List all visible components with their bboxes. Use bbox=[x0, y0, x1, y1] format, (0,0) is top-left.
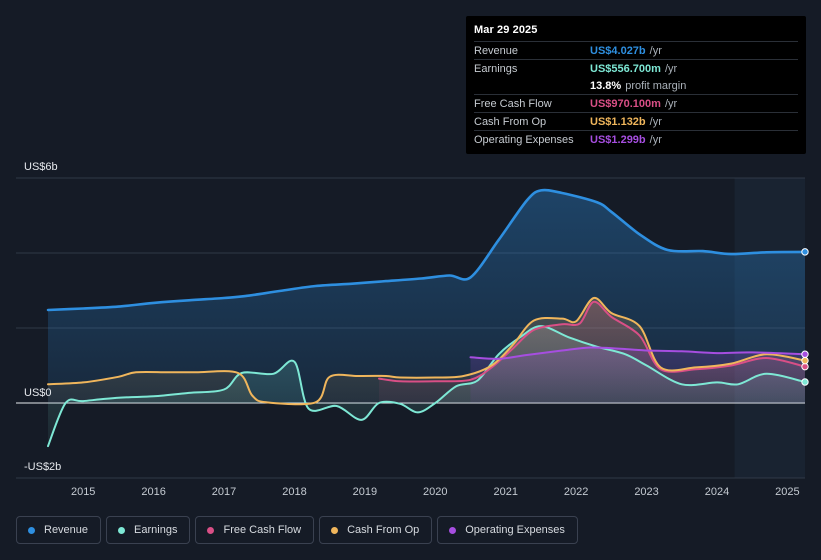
legend-label: Revenue bbox=[44, 524, 89, 536]
earnings-line bbox=[47, 325, 806, 448]
tooltip-row: 13.8% profit margin bbox=[474, 77, 798, 94]
tooltip-date: Mar 29 2025 bbox=[474, 24, 538, 36]
x-tick-label: 2016 bbox=[141, 486, 165, 498]
tooltip-row-label: Operating Expenses bbox=[474, 133, 574, 146]
x-tick-label: 2018 bbox=[282, 486, 306, 498]
series-lines bbox=[46, 188, 807, 448]
series-areas bbox=[48, 190, 805, 447]
tooltip-row-label: Cash From Op bbox=[474, 115, 547, 128]
legend-item-operating-expenses[interactable]: Operating Expenses bbox=[437, 516, 578, 544]
y-tick-label-top: US$6b bbox=[24, 161, 58, 173]
tooltip-row-unit: /yr bbox=[664, 97, 678, 110]
tooltip-rows: Revenue US$4.027b/yr Earnings US$556.700m/y… bbox=[474, 41, 798, 148]
legend-label: Cash From Op bbox=[347, 524, 420, 536]
tooltip-row-unit: /yr bbox=[664, 62, 678, 75]
x-tick-label: 2025 bbox=[775, 486, 799, 498]
tooltip-row-value: US$1.299b bbox=[590, 133, 646, 146]
fcf-endpoint bbox=[801, 362, 809, 371]
opex-area bbox=[470, 347, 805, 403]
tooltip-row-value: US$1.132b bbox=[590, 115, 646, 128]
x-axis-labels: 2015 2016 2017 2018 2019 2020 2021 2022 2023 2024… bbox=[71, 486, 800, 498]
axis-labels: US$6b US$0 -US$2b bbox=[24, 161, 61, 473]
tooltip-row-value: US$970.100m bbox=[590, 97, 661, 110]
x-tick-label: 2024 bbox=[705, 486, 729, 498]
legend-label: Operating Expenses bbox=[465, 524, 565, 536]
legend-dot-icon bbox=[28, 526, 35, 534]
opex-endpoint bbox=[801, 350, 809, 358]
legend-label: Free Cash Flow bbox=[223, 524, 302, 536]
tooltip-row-value: US$556.700m bbox=[590, 62, 661, 75]
tooltip-row: Cash From Op US$1.132b/yr bbox=[474, 112, 798, 130]
tooltip-row-unit: /yr bbox=[649, 133, 662, 146]
legend-item-revenue[interactable]: Revenue bbox=[16, 516, 102, 544]
tooltip-row: Operating Expenses US$1.299b/yr bbox=[474, 130, 798, 148]
x-tick-label: 2015 bbox=[71, 486, 95, 498]
legend-dot-icon bbox=[331, 526, 339, 534]
x-tick-label: 2020 bbox=[423, 486, 447, 498]
chart-legend: Revenue Earnings Free Cash Flow Cash From O… bbox=[16, 516, 578, 546]
y-tick-label-zero: US$0 bbox=[24, 387, 52, 399]
legend-dot-icon bbox=[118, 526, 126, 534]
tooltip-row-unit: /yr bbox=[649, 115, 662, 128]
tooltip-row-unit: profit margin bbox=[625, 79, 687, 92]
x-tick-label: 2023 bbox=[634, 486, 658, 498]
revenue-line bbox=[46, 188, 807, 312]
earnings-endpoint bbox=[801, 378, 809, 386]
x-tick-label: 2022 bbox=[564, 486, 588, 498]
tooltip-row-value: US$4.027b bbox=[590, 44, 646, 57]
legend-dot-icon bbox=[207, 526, 215, 534]
tooltip-row: Revenue US$4.027b/yr bbox=[474, 41, 798, 59]
tooltip-row-label: Revenue bbox=[474, 44, 519, 57]
data-tooltip: Mar 29 2025 Revenue US$4.027b/yr Earnings U… bbox=[466, 16, 806, 154]
legend-dot-icon bbox=[449, 526, 457, 534]
legend-item-free-cash-flow[interactable]: Free Cash Flow bbox=[195, 516, 315, 544]
legend-item-cash-from-op[interactable]: Cash From Op bbox=[319, 516, 433, 544]
tooltip-row-label: Earnings bbox=[474, 62, 518, 75]
fcf-line bbox=[378, 300, 806, 383]
x-tick-label: 2017 bbox=[212, 486, 236, 498]
tooltip-row: Free Cash Flow US$970.100m/yr bbox=[474, 94, 798, 112]
x-tick-label: 2019 bbox=[353, 486, 377, 498]
cfo-line bbox=[47, 296, 806, 406]
opex-line bbox=[469, 346, 806, 360]
legend-item-earnings[interactable]: Earnings bbox=[106, 516, 191, 544]
x-tick-label: 2021 bbox=[493, 486, 517, 498]
legend-label: Earnings bbox=[134, 524, 178, 536]
tooltip-row-unit: /yr bbox=[649, 44, 662, 57]
series-endpoints bbox=[801, 248, 809, 386]
y-tick-label-bottom: -US$2b bbox=[24, 461, 61, 473]
tooltip-row-value: 13.8% bbox=[590, 79, 622, 92]
tooltip-row: Earnings US$556.700m/yr bbox=[474, 59, 798, 77]
tooltip-row-label: Free Cash Flow bbox=[474, 97, 552, 110]
revenue-endpoint bbox=[801, 248, 809, 256]
cfo-endpoint bbox=[801, 356, 809, 365]
